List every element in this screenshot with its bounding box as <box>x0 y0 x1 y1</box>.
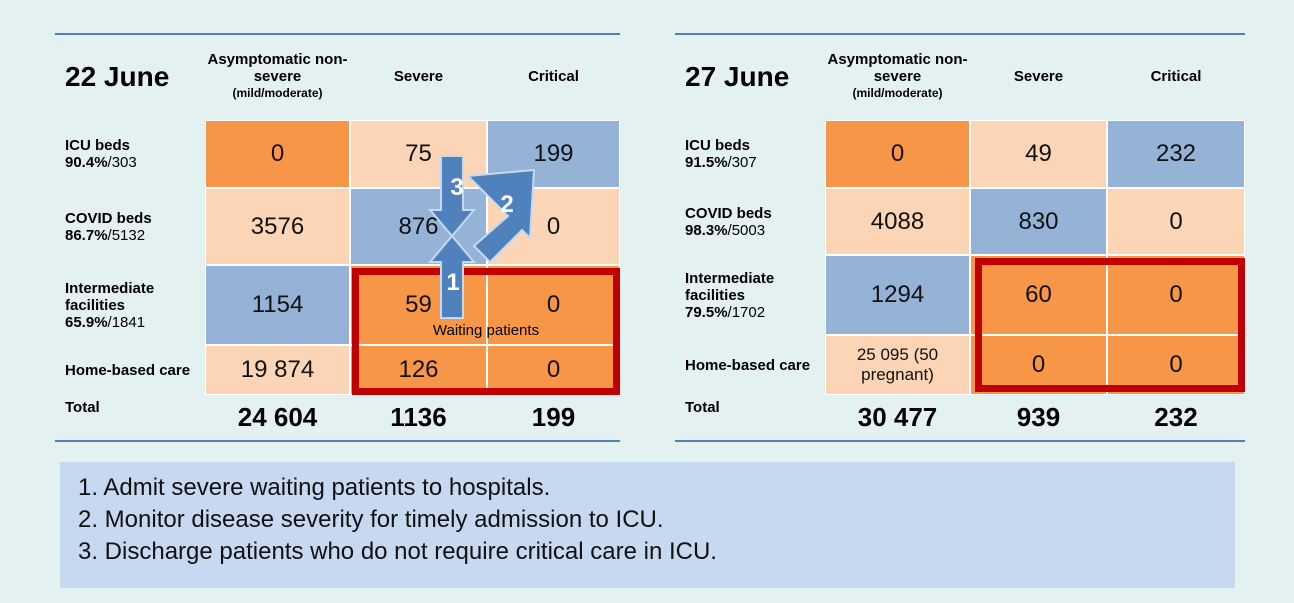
row-label: Intermediate facilities 79.5%/1702 <box>675 255 825 335</box>
arrow <box>427 155 477 238</box>
header-sub: (mild/moderate) <box>232 86 323 100</box>
cell: 0 <box>825 120 970 188</box>
occupancy: 79.5% <box>685 303 728 321</box>
cell: 49 <box>970 120 1107 188</box>
capacity: /303 <box>107 154 137 171</box>
notes: 1. Admit severe waiting patients to hosp… <box>60 462 1235 588</box>
note: 3. Discharge patients who do not require… <box>78 538 717 565</box>
cell: 0 <box>1107 255 1245 335</box>
cell: 0 <box>205 120 350 188</box>
total-label: Total <box>55 395 205 440</box>
row-capacity: 90.4%/303 <box>65 154 195 171</box>
header-main: Asymptomatic non-severe <box>207 51 348 85</box>
total-value: 199 <box>531 402 576 432</box>
table-title: 22 June <box>65 60 170 92</box>
cell: 19 874 <box>205 345 350 395</box>
header-sub: (mild/moderate) <box>852 86 943 100</box>
cell: 1294 <box>825 255 970 335</box>
occupancy: 86.7% <box>65 226 108 244</box>
capacity: /307 <box>727 154 757 171</box>
row-capacity: 86.7%/5132 <box>65 227 195 244</box>
cell: 3576 <box>205 188 350 265</box>
waiting-box <box>975 258 1245 392</box>
header-main: Critical <box>528 68 579 85</box>
cell: 25 095 (50 pregnant) <box>825 335 970 395</box>
cell: 59 <box>350 265 487 345</box>
row-name: Home-based care <box>685 356 811 374</box>
row-capacity: 98.3%/5003 <box>685 222 815 239</box>
capacity: /1702 <box>727 303 766 321</box>
cell: 1154 <box>205 265 350 345</box>
table-title: 27 June <box>685 60 790 92</box>
row-label: COVID beds 98.3%/5003 <box>675 188 825 255</box>
header-main: Critical <box>1150 68 1202 85</box>
column-header: Severe <box>350 33 487 120</box>
occupancy: 65.9% <box>65 313 108 331</box>
waiting-box <box>352 268 620 395</box>
column-header: Severe <box>970 33 1107 120</box>
arrow <box>427 234 477 319</box>
cell: 126 <box>350 345 487 395</box>
row-label: Home-based care <box>55 345 205 395</box>
header-main: Severe <box>1013 68 1064 85</box>
row-label: ICU beds 90.4%/303 <box>55 120 205 188</box>
row-label: COVID beds 86.7%/5132 <box>55 188 205 265</box>
rule <box>55 440 620 442</box>
column-header: Asymptomatic non-severe (mild/moderate) <box>205 33 350 120</box>
rule <box>55 33 620 35</box>
column-header: Critical <box>487 33 620 120</box>
total-label: Total <box>675 395 825 440</box>
header-main: Asymptomatic non-severe <box>827 51 968 85</box>
cell: 232 <box>1107 120 1245 188</box>
arrow <box>465 168 536 264</box>
arrow-label: 2 <box>500 191 513 218</box>
occupancy: 98.3% <box>685 221 728 239</box>
total-value: 30 477 <box>857 402 938 432</box>
row-name: Home-based care <box>65 361 191 379</box>
row-name: ICU beds <box>65 137 131 154</box>
total-value: 1136 <box>390 402 447 432</box>
row-label: Home-based care <box>675 335 825 395</box>
row-name: Intermediate facilities <box>685 269 775 304</box>
note: 2. Monitor disease severity for timely a… <box>78 506 664 533</box>
row-name: COVID beds <box>65 209 152 227</box>
total-value: 939 <box>1016 402 1061 432</box>
row-name: ICU beds <box>685 137 751 154</box>
occupancy: 90.4% <box>65 154 108 171</box>
cell: 4088 <box>825 188 970 255</box>
row-capacity: 91.5%/307 <box>685 154 815 171</box>
row-capacity: 79.5%/1702 <box>685 304 815 321</box>
row-name: COVID beds <box>685 204 772 222</box>
row-capacity: 65.9%/1841 <box>65 314 195 331</box>
column-header: Asymptomatic non-severe (mild/moderate) <box>825 33 970 120</box>
cell: 0 <box>1107 188 1245 255</box>
header-main: Severe <box>393 68 444 85</box>
box-label: Waiting patients <box>432 322 540 339</box>
rule <box>675 33 1245 35</box>
cell: 0 <box>487 265 620 345</box>
column-header: Critical <box>1107 33 1245 120</box>
row-label: ICU beds 91.5%/307 <box>675 120 825 188</box>
total-name: Total <box>65 399 100 416</box>
cell: 75 <box>350 120 487 188</box>
occupancy: 91.5% <box>685 154 728 171</box>
capacity: /5003 <box>727 221 766 239</box>
total-value: 232 <box>1154 402 1198 432</box>
row-name: Intermediate facilities <box>65 279 155 314</box>
total-name: Total <box>685 399 720 416</box>
cell: 830 <box>970 188 1107 255</box>
total-value: 24 604 <box>237 402 318 432</box>
note: 1. Admit severe waiting patients to hosp… <box>78 474 551 501</box>
rule <box>675 440 1245 442</box>
capacity: /1841 <box>107 313 146 331</box>
cell: 60 <box>970 255 1107 335</box>
arrow-label: 3 <box>450 174 463 201</box>
arrow-label: 1 <box>446 269 459 296</box>
row-label: Intermediate facilities 65.9%/1841 <box>55 265 205 345</box>
capacity: /5132 <box>107 226 146 244</box>
